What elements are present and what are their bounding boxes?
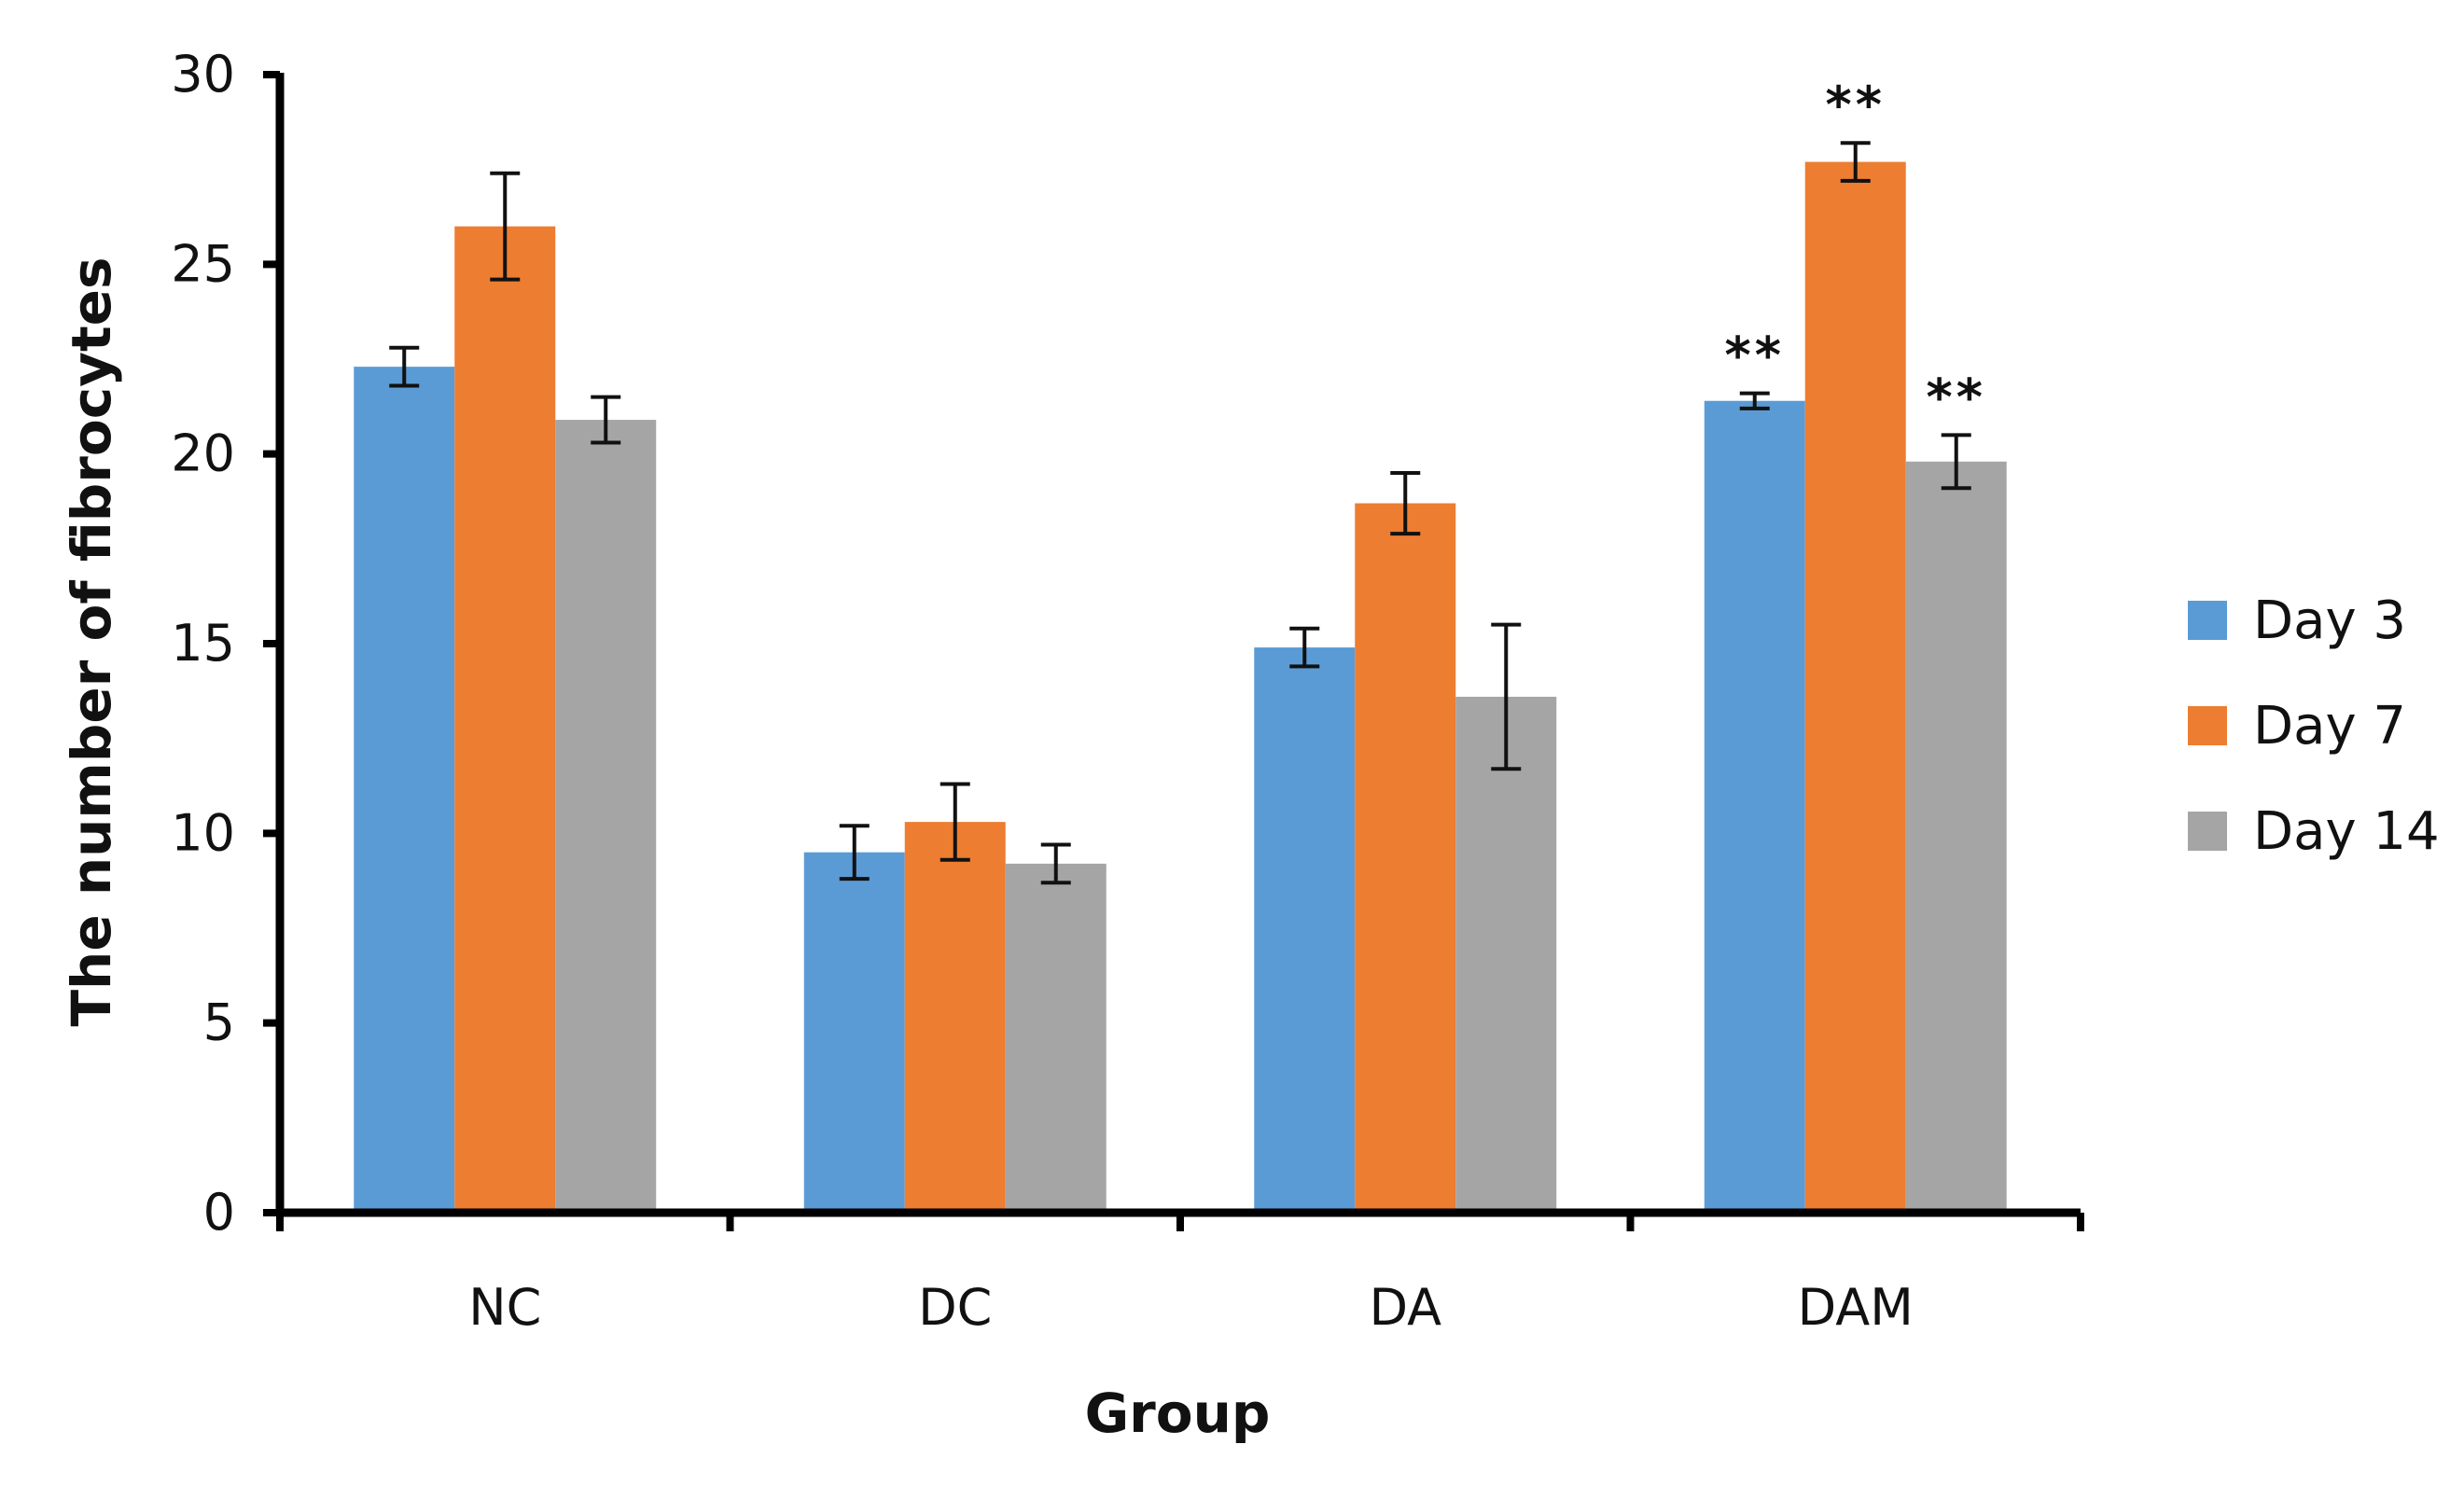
y-tick-label-30: 30: [171, 45, 235, 104]
legend-swatch: [2188, 812, 2227, 851]
error-bar-dam-day-3: [1739, 391, 1770, 410]
legend-item-day-3: Day 3: [2188, 590, 2406, 651]
x-tick-label-dam: DAM: [1798, 1278, 1914, 1337]
error-bar-da-day-3: [1289, 626, 1320, 669]
bar-da-day-14: [1455, 696, 1557, 1213]
y-tick-label-0: 0: [203, 1183, 235, 1242]
bar-da-day-3: [1254, 647, 1356, 1213]
error-bar-dc-day-7: [940, 782, 970, 862]
bar-dc-day-14: [1005, 863, 1107, 1213]
bars-layer: [354, 161, 2007, 1214]
legend-label: Day 14: [2253, 801, 2440, 862]
error-bar-dam-day-7: [1840, 141, 1871, 183]
y-tick-label-15: 15: [171, 614, 235, 673]
significance-marker-dam-day-7: **: [1826, 76, 1886, 134]
legend-item-day-7: Day 7: [2188, 696, 2406, 757]
bar-nc-day-3: [354, 367, 455, 1214]
x-tick-label-nc: NC: [468, 1278, 541, 1337]
y-tick-label-10: 10: [171, 803, 235, 862]
error-bar-nc-day-3: [389, 345, 420, 388]
error-bar-nc-day-7: [490, 171, 521, 282]
error-bars-layer: [389, 141, 1971, 885]
error-bar-dc-day-3: [839, 824, 870, 882]
error-bar-dam-day-14: [1941, 433, 1971, 491]
significance-marker-dam-day-14: **: [1927, 368, 1986, 426]
legend: Day 3 Day 7 Day 14: [2188, 590, 2440, 862]
legend-label: Day 7: [2253, 696, 2406, 757]
error-bar-dc-day-14: [1040, 842, 1071, 885]
y-axis-title: The number of fibrocytes: [60, 257, 123, 1026]
bar-dc-day-7: [904, 822, 1006, 1213]
y-tick-label-5: 5: [203, 993, 235, 1052]
error-bar-da-day-14: [1491, 622, 1522, 771]
x-tick-label-da: DA: [1369, 1278, 1441, 1337]
bar-nc-day-14: [555, 420, 657, 1214]
bar-dam-day-7: [1804, 161, 1906, 1214]
bar-da-day-7: [1355, 503, 1456, 1213]
axes-layer: [263, 71, 2084, 1231]
legend-swatch: [2188, 706, 2227, 745]
bar-dam-day-14: [1905, 461, 2007, 1213]
legend-swatch: [2188, 601, 2227, 640]
labels-layer: ** ** ** 0 5 10 15 20 25 30 NC DC DA DAM: [171, 45, 1986, 1337]
y-tick-label-20: 20: [171, 424, 235, 483]
legend-item-day-14: Day 14: [2188, 801, 2440, 862]
bar-nc-day-7: [454, 226, 556, 1214]
error-bar-da-day-7: [1390, 471, 1421, 536]
significance-marker-dam-day-3: **: [1725, 326, 1785, 385]
error-bar-nc-day-14: [591, 395, 621, 445]
legend-label: Day 3: [2253, 590, 2406, 651]
x-axis-title: Group: [1085, 1382, 1271, 1445]
bar-dam-day-3: [1704, 400, 1805, 1213]
x-tick-label-dc: DC: [918, 1278, 992, 1337]
y-tick-label-25: 25: [171, 234, 235, 293]
bar-dc-day-3: [803, 852, 905, 1213]
